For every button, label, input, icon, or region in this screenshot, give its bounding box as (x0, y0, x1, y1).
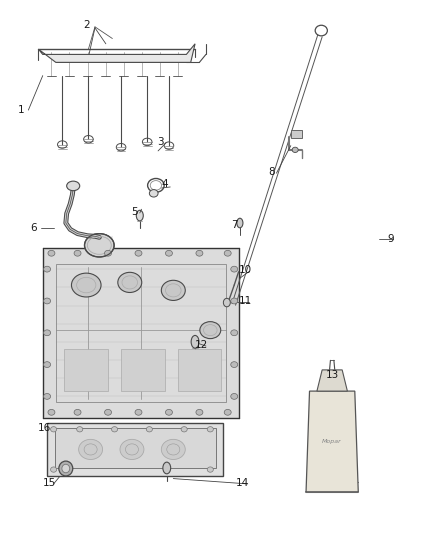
Ellipse shape (161, 439, 185, 459)
Polygon shape (47, 423, 223, 476)
Text: 15: 15 (42, 478, 56, 488)
Ellipse shape (67, 181, 80, 191)
Bar (56, 264, 226, 402)
Polygon shape (306, 391, 358, 492)
Ellipse shape (181, 426, 187, 432)
Text: 1: 1 (18, 105, 24, 115)
Ellipse shape (74, 409, 81, 415)
Ellipse shape (163, 462, 171, 474)
Text: Mopar: Mopar (322, 439, 342, 444)
Ellipse shape (135, 409, 142, 415)
Text: 3: 3 (157, 137, 163, 147)
Text: 12: 12 (195, 340, 208, 350)
Ellipse shape (50, 426, 57, 432)
Text: 14: 14 (237, 478, 250, 488)
Text: 9: 9 (388, 234, 394, 244)
Ellipse shape (191, 335, 199, 348)
Ellipse shape (44, 393, 50, 399)
Bar (178, 349, 221, 391)
Text: 8: 8 (268, 167, 275, 177)
Bar (55, 428, 215, 468)
Ellipse shape (50, 467, 57, 472)
Text: 6: 6 (31, 223, 37, 233)
Ellipse shape (231, 362, 238, 368)
Ellipse shape (105, 251, 112, 256)
Ellipse shape (292, 147, 298, 152)
Text: 10: 10 (239, 265, 252, 275)
Ellipse shape (112, 426, 117, 432)
Ellipse shape (44, 298, 50, 304)
Ellipse shape (166, 409, 173, 415)
Bar (121, 349, 165, 391)
Ellipse shape (207, 467, 213, 472)
Ellipse shape (207, 426, 213, 432)
Ellipse shape (200, 321, 221, 338)
Ellipse shape (105, 409, 112, 415)
Polygon shape (39, 44, 195, 62)
Ellipse shape (85, 233, 114, 257)
Ellipse shape (44, 266, 50, 272)
Text: 7: 7 (231, 220, 237, 230)
Ellipse shape (166, 251, 173, 256)
Ellipse shape (196, 409, 203, 415)
Ellipse shape (231, 298, 238, 304)
Text: 16: 16 (38, 423, 52, 433)
Ellipse shape (44, 330, 50, 336)
Ellipse shape (136, 211, 143, 221)
Ellipse shape (48, 251, 55, 256)
Text: 13: 13 (325, 370, 339, 380)
Ellipse shape (196, 251, 203, 256)
Ellipse shape (231, 393, 238, 399)
Polygon shape (317, 370, 347, 391)
Ellipse shape (135, 251, 142, 256)
Ellipse shape (223, 298, 230, 307)
Text: 5: 5 (131, 207, 138, 217)
Polygon shape (43, 248, 239, 418)
Ellipse shape (59, 461, 73, 476)
Text: 4: 4 (161, 179, 168, 189)
Ellipse shape (149, 190, 158, 197)
Ellipse shape (118, 272, 142, 293)
Ellipse shape (79, 439, 102, 459)
Ellipse shape (48, 409, 55, 415)
Text: 11: 11 (238, 296, 252, 306)
Ellipse shape (44, 362, 50, 368)
Ellipse shape (146, 426, 152, 432)
Ellipse shape (62, 464, 70, 473)
Ellipse shape (74, 251, 81, 256)
Ellipse shape (224, 251, 231, 256)
Ellipse shape (77, 426, 83, 432)
Ellipse shape (71, 273, 101, 297)
Ellipse shape (237, 218, 243, 228)
Bar (64, 349, 108, 391)
Ellipse shape (231, 266, 238, 272)
Ellipse shape (224, 409, 231, 415)
Bar (47, 423, 223, 476)
Ellipse shape (161, 280, 185, 301)
Ellipse shape (120, 439, 144, 459)
Ellipse shape (231, 330, 238, 336)
Text: 2: 2 (83, 20, 89, 30)
Bar (291, 130, 302, 138)
